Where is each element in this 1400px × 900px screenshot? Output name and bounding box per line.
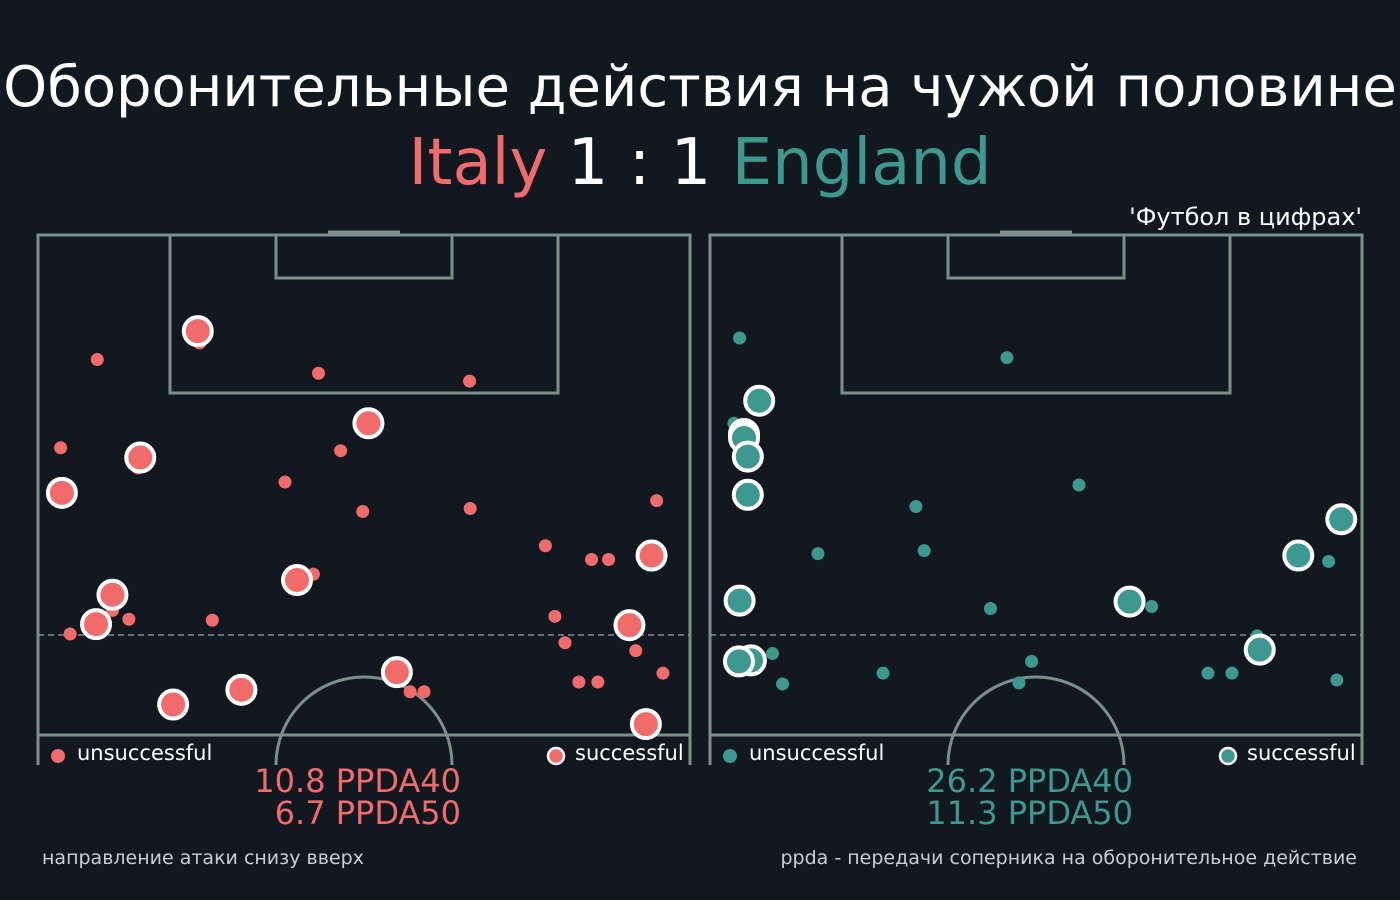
legend-unsuccessful-label: unsuccessful (77, 741, 212, 765)
unsuccessful-action-point (63, 627, 77, 641)
successful-action-point (181, 315, 214, 348)
successful-action-point (722, 645, 755, 678)
unsuccessful-action-point (733, 331, 747, 345)
successful-action-point (743, 384, 776, 417)
successful-action-point (613, 609, 646, 642)
unsuccessful-action-point (629, 644, 643, 658)
unsuccessful-action-point (909, 500, 923, 514)
unsuccessful-action-point (417, 685, 431, 699)
unsuccessful-action-point (1201, 666, 1215, 680)
center-circle-arc (946, 675, 1126, 766)
legend-unsuccessful-label: unsuccessful (749, 741, 884, 765)
successful-action-point (723, 584, 756, 617)
successful-action-point (1113, 585, 1146, 618)
unsuccessful-action-point (463, 374, 477, 388)
unsuccessful-action-point (1000, 351, 1014, 365)
unsuccessful-action-point (122, 612, 136, 626)
successful-action-point (1243, 633, 1276, 666)
unsuccessful-action-point (54, 441, 68, 455)
unsuccessful-action-point (311, 366, 325, 380)
unsuccessful-action-point (765, 647, 779, 661)
successful-action-point (96, 578, 129, 611)
six-yard-box (274, 233, 454, 280)
unsuccessful-action-point (403, 685, 417, 699)
penalty-box (840, 233, 1232, 395)
unsuccessful-action-point (1225, 666, 1239, 680)
unsuccessful-action-point (585, 552, 599, 566)
unsuccessful-action-point (591, 675, 605, 689)
penalty-box (168, 233, 560, 395)
ppda40-value: 10.8 PPDA40 (254, 762, 461, 800)
unsuccessful-action-point (776, 677, 790, 691)
unsuccessful-action-point (1012, 676, 1026, 690)
unsuccessful-action-point (90, 353, 104, 367)
successful-action-point (731, 440, 764, 473)
unsuccessful-action-point (811, 547, 825, 561)
successful-action-point (80, 608, 113, 641)
chart-title: Оборонительные действия на чужой половин… (3, 55, 1397, 120)
unsuccessful-action-point (1025, 654, 1039, 668)
legend-successful-marker (546, 746, 566, 766)
attack-direction-note: направление атаки снизу вверх (42, 847, 364, 869)
pitch-outline (36, 233, 692, 737)
unsuccessful-action-point (463, 502, 477, 516)
legend-successful-marker (1218, 746, 1238, 766)
unsuccessful-action-point (538, 539, 552, 553)
ppda-definition-note: ppda - передачи соперника на оборонитель… (780, 847, 1357, 869)
successful-action-point (635, 539, 668, 572)
unsuccessful-action-point (558, 636, 572, 650)
away-team-name: England (732, 126, 992, 200)
successful-action-point (1282, 539, 1315, 572)
ppda50-value: 6.7 PPDA50 (275, 794, 461, 832)
unsuccessful-action-point (917, 544, 931, 558)
match-score-line: Italy 1 : 1 England (408, 126, 991, 200)
unsuccessful-action-point (650, 494, 664, 508)
successful-action-point (629, 708, 662, 741)
successful-action-point (281, 564, 314, 597)
successful-action-point (731, 478, 764, 511)
unsuccessful-action-point (876, 666, 890, 680)
unsuccessful-action-point (1322, 554, 1336, 568)
ppda50-value: 11.3 PPDA50 (926, 794, 1133, 832)
ppda40-value: 26.2 PPDA40 (926, 762, 1133, 800)
unsuccessful-action-point (656, 666, 670, 680)
successful-action-point (45, 476, 78, 509)
successful-action-point (124, 441, 157, 474)
legend-unsuccessful-marker (723, 749, 737, 763)
unsuccessful-action-point (548, 609, 562, 623)
successful-action-point (157, 688, 190, 721)
unsuccessful-action-point (602, 552, 616, 566)
legend-successful-label: successful (1247, 741, 1356, 765)
source-credit: 'Футбол в цифрах' (1129, 203, 1362, 231)
successful-action-point (1325, 503, 1358, 536)
six-yard-box (946, 233, 1126, 280)
home-team-name: Italy (408, 126, 547, 200)
legend-unsuccessful-marker (51, 749, 65, 763)
unsuccessful-action-point (278, 475, 292, 489)
unsuccessful-action-point (572, 675, 586, 689)
successful-action-point (225, 673, 258, 706)
unsuccessful-action-point (1330, 673, 1344, 687)
legend-successful-label: successful (575, 741, 684, 765)
unsuccessful-action-point (334, 444, 348, 458)
center-circle-arc (274, 675, 454, 766)
unsuccessful-action-point (356, 504, 370, 518)
unsuccessful-action-point (983, 601, 997, 615)
successful-action-point (352, 407, 385, 440)
unsuccessful-action-point (1145, 600, 1159, 614)
unsuccessful-action-point (1072, 478, 1086, 492)
successful-action-point (380, 656, 413, 689)
unsuccessful-action-point (205, 613, 219, 627)
match-score: 1 : 1 (568, 126, 712, 200)
